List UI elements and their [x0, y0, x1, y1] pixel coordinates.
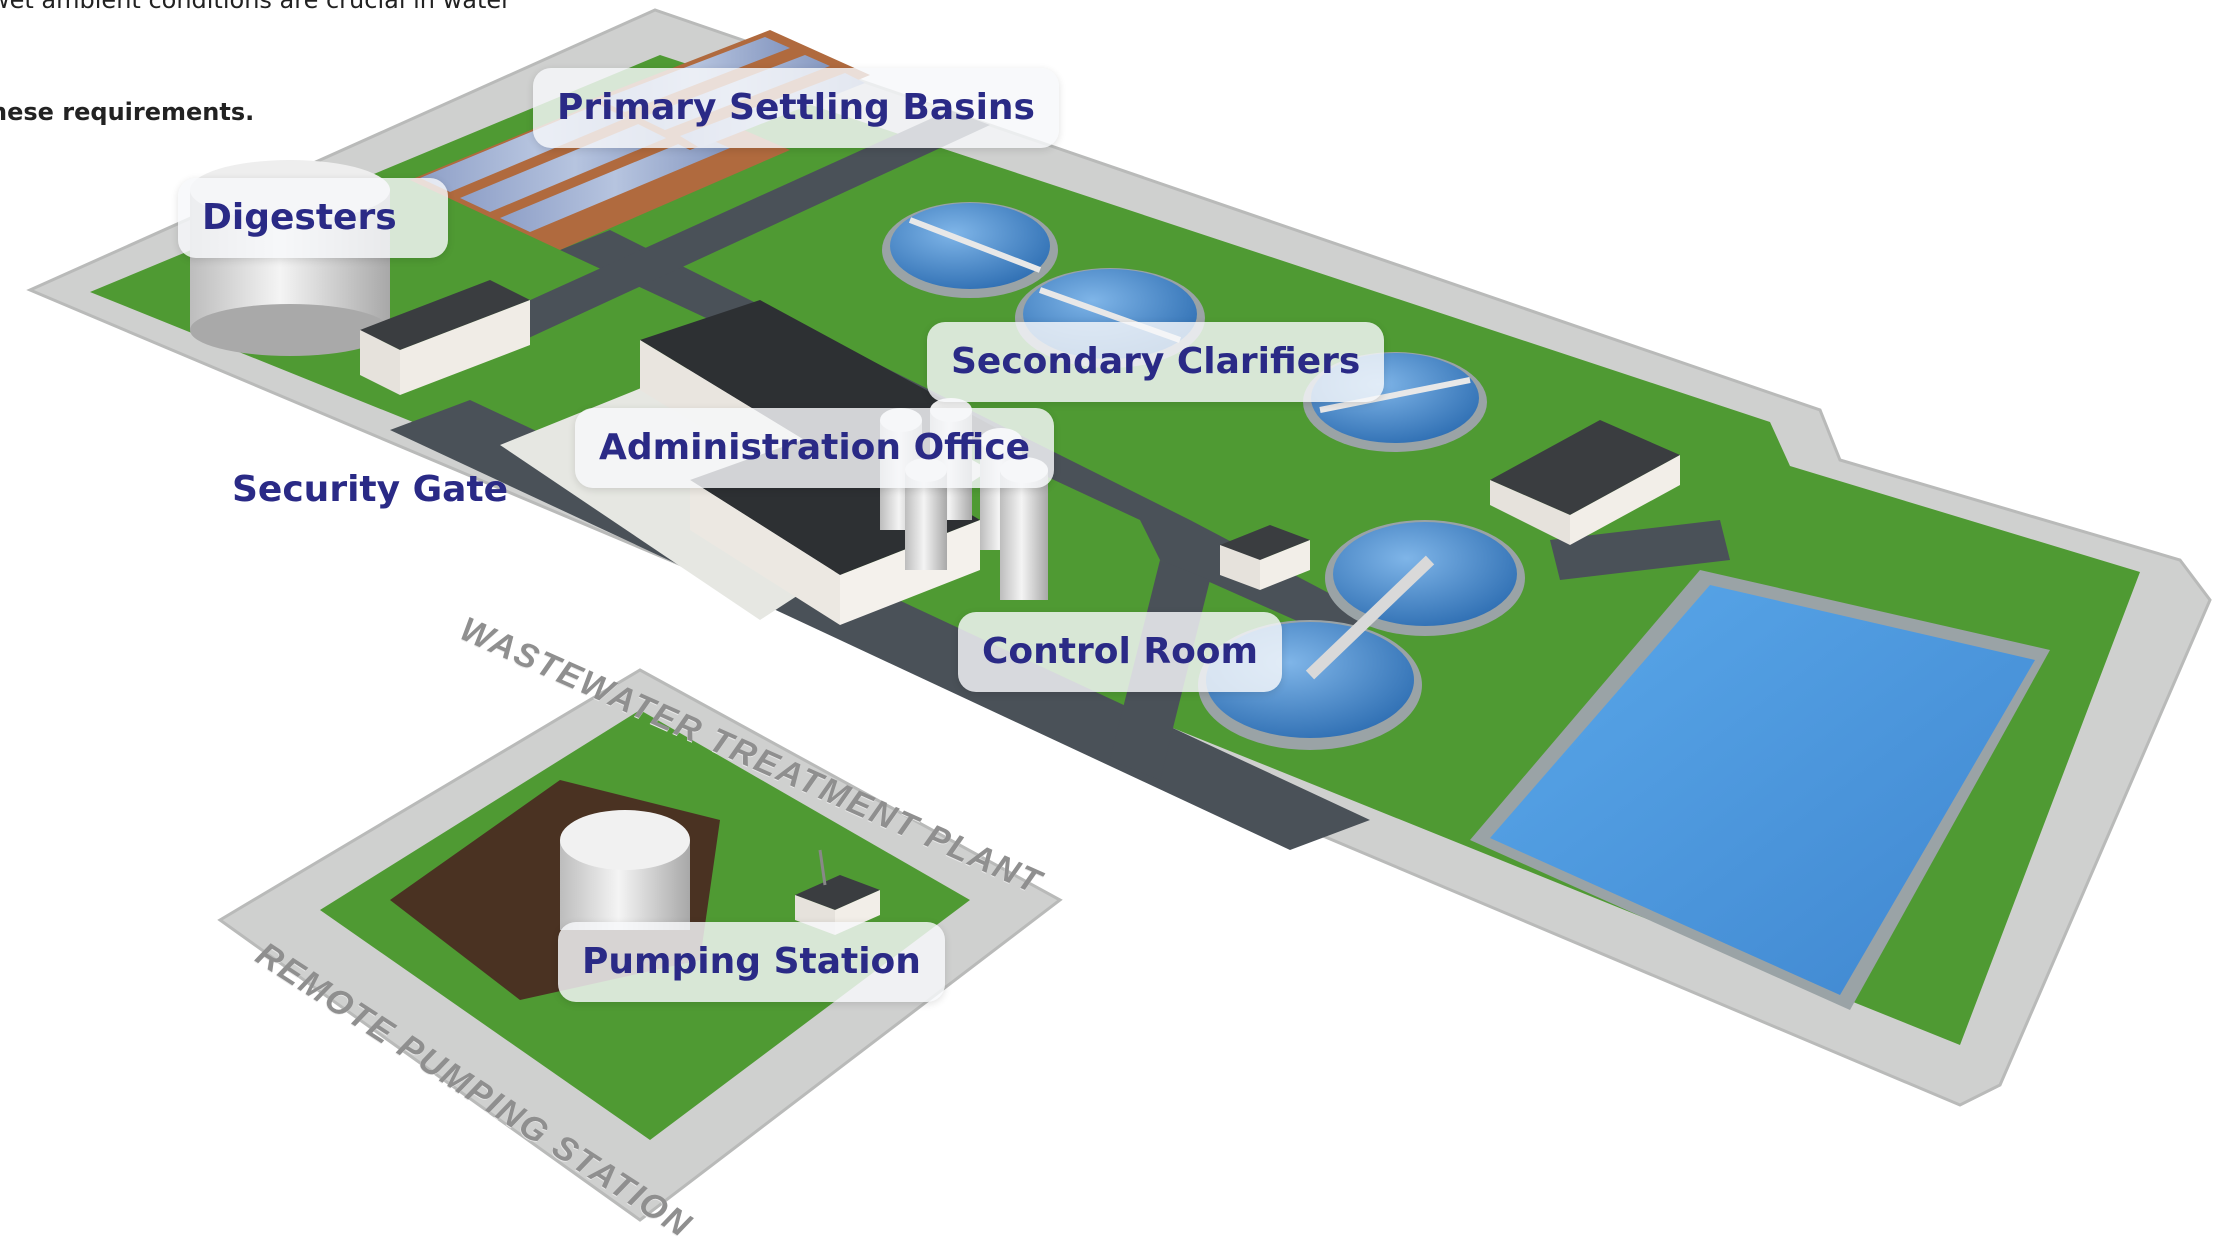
- label-security-gate[interactable]: Security Gate: [232, 469, 509, 510]
- clarifier-tanks: [882, 202, 1525, 750]
- intro-text-line-1: wet ambient conditions are crucial in wa…: [0, 0, 512, 14]
- building-right: [1490, 420, 1680, 545]
- label-pumping-station[interactable]: Pumping Station: [558, 922, 945, 1002]
- road: [420, 110, 990, 365]
- small-building: [360, 280, 530, 395]
- label-secondary-clarifiers[interactable]: Secondary Clarifiers: [927, 322, 1385, 402]
- label-digesters[interactable]: Digesters: [178, 178, 448, 258]
- label-control-room[interactable]: Control Room: [958, 612, 1283, 692]
- intro-text-line-2: hese requirements.: [0, 98, 255, 126]
- road: [1550, 520, 1730, 580]
- label-administration-office[interactable]: Administration Office: [575, 408, 1055, 488]
- reservoir-water: [1490, 585, 2035, 995]
- control-room-building: [1220, 525, 1310, 590]
- label-primary-settling-basins[interactable]: Primary Settling Basins: [533, 68, 1059, 148]
